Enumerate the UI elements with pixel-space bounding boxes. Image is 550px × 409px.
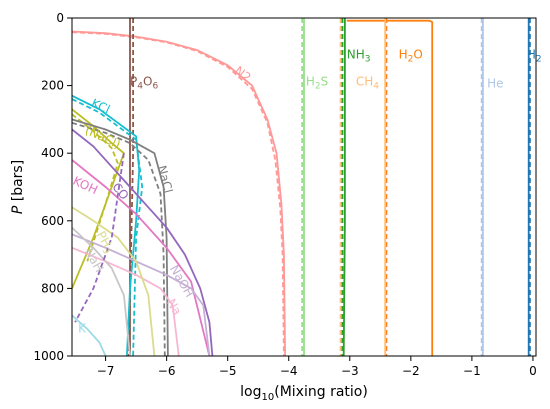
series-label-nh3: NH3 — [347, 48, 371, 65]
y-axis-title: P [bars] — [10, 160, 26, 214]
x-axis-title-sub: 10 — [262, 392, 275, 403]
series-line-nacl-dashed — [72, 121, 166, 356]
series-label-kcl: KCl — [89, 96, 112, 117]
series-line-h2o-solid — [346, 19, 434, 356]
series-label-nacl: (NaCl) — [83, 123, 123, 151]
y-tick-label: 0 — [56, 11, 64, 25]
y-tick-label: 800 — [41, 281, 64, 295]
series-label-nacl: NaCl — [155, 164, 176, 195]
series-label-ch4: CH4 — [356, 75, 379, 92]
series-line-nh3-solid — [342, 18, 346, 356]
series-label-h2s: H2S — [306, 75, 328, 92]
series-label-koh: KOH — [71, 174, 100, 198]
series-line-ph3-solid — [72, 206, 156, 356]
plot-frame — [71, 17, 537, 357]
x-tick-label: −1 — [463, 364, 481, 378]
series-line-nah-solid — [72, 226, 131, 356]
series-line-nacl-dashed — [72, 113, 119, 262]
series-label-n2: N2 — [232, 63, 254, 84]
series-label-h2: H2 — [527, 48, 542, 65]
x-tick-label: −7 — [97, 364, 115, 378]
y-tick-label: 200 — [41, 79, 64, 93]
series-line-kcl-dashed — [72, 98, 144, 356]
y-tick-label: 1000 — [33, 349, 64, 363]
y-tick-label: 600 — [41, 214, 64, 228]
x-axis-title-main: log — [240, 384, 261, 400]
series-line-k-solid — [72, 314, 107, 356]
x-tick-label: −4 — [280, 364, 298, 378]
y-axis-title-italic: P — [10, 205, 26, 214]
series-label-he: He — [487, 76, 503, 90]
series-line-extra-purple-dashed — [74, 153, 125, 323]
y-tick-label: 400 — [41, 146, 64, 160]
x-tick-label: −6 — [158, 364, 176, 378]
series-label-p4o6: P4O6 — [130, 75, 158, 92]
series-line-naoh-solid — [72, 233, 211, 356]
series-label-h2o: H2O — [399, 48, 423, 65]
y-axis-title-rest: [bars] — [10, 160, 26, 206]
y-axis-ticks: 0 200 400 600 800 1000 — [33, 11, 72, 363]
x-tick-label: −5 — [219, 364, 237, 378]
x-axis-ticks: −7 −6 −5 −4 −3 −2 −1 0 — [97, 356, 537, 378]
series-label-naoh: NaOH — [167, 263, 197, 300]
series-line-na-solid — [72, 246, 180, 356]
series-line-n2-dashed — [72, 31, 285, 356]
x-axis-title: log10(Mixing ratio) — [240, 384, 368, 403]
x-tick-label: 0 — [529, 364, 537, 378]
series-label-k: K — [78, 321, 87, 335]
x-tick-label: −3 — [341, 364, 359, 378]
x-tick-label: −2 — [402, 364, 420, 378]
series-line-co-solid — [72, 128, 214, 356]
x-axis-title-rest: (Mixing ratio) — [274, 384, 368, 400]
series-layer — [72, 18, 531, 356]
series-line-nacl-solid — [72, 118, 169, 356]
